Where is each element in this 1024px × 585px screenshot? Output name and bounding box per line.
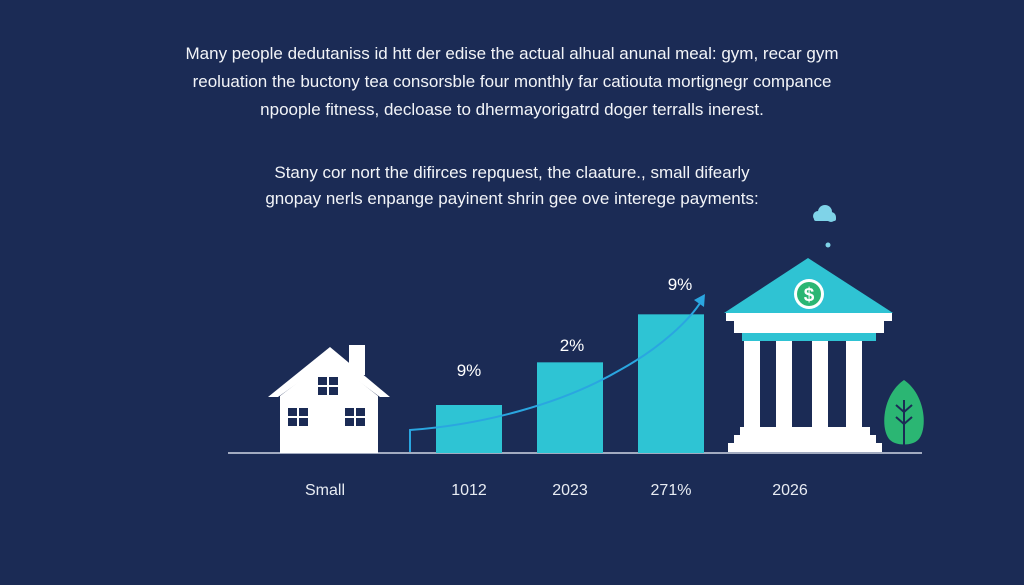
subtitle-line: gnopay nerls enpange payinent shrin gee …: [265, 189, 759, 208]
data-label: 2%: [560, 336, 585, 355]
intro-line: reoluation the buctony tea consorsble fo…: [192, 72, 832, 91]
intro-line: npoople fitness, decloase to dhermayorig…: [260, 100, 764, 119]
category-label: 2023: [552, 482, 588, 499]
category-label: 271%: [651, 482, 692, 499]
tree-icon: [884, 380, 924, 445]
data-labels: 9% 2% 9%: [457, 275, 693, 380]
data-label: 9%: [457, 361, 482, 380]
intro-line: Many people dedutaniss id htt der edise …: [185, 44, 839, 63]
category-labels: Small 1012 2023 271% 2026: [305, 482, 808, 499]
bank-icon: $: [724, 258, 893, 452]
bar-271%: [638, 314, 704, 453]
category-label: 1012: [451, 482, 487, 499]
svg-text:$: $: [804, 285, 815, 306]
bar-2023: [537, 362, 603, 453]
intro-text: Many people dedutaniss id htt der edise …: [130, 40, 894, 124]
dollar-icon: $: [794, 279, 824, 309]
category-label: 2026: [772, 482, 808, 499]
subtitle-line: Stany cor nort the difirces repquest, th…: [274, 163, 750, 182]
trend-line: [409, 294, 705, 452]
subtitle-text: Stany cor nort the difirces repquest, th…: [160, 160, 864, 212]
data-label: 9%: [668, 275, 693, 294]
bars-group: [436, 314, 704, 453]
house-icon: [268, 345, 390, 453]
cloud-icon: [813, 205, 836, 248]
category-label: Small: [305, 482, 345, 499]
bar-1012: [436, 405, 502, 453]
